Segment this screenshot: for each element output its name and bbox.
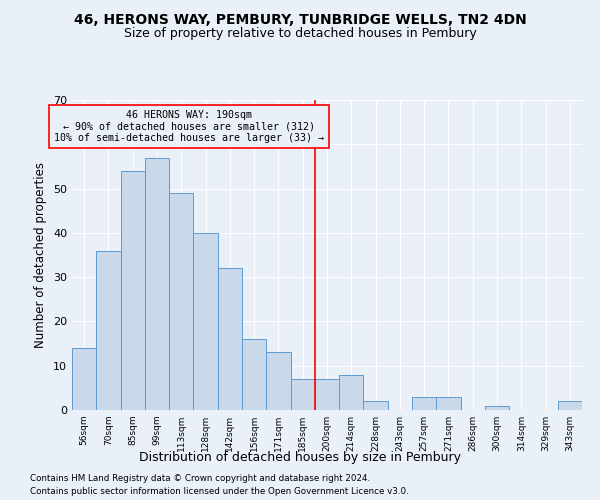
- Bar: [145, 158, 169, 410]
- Bar: [290, 379, 315, 410]
- Y-axis label: Number of detached properties: Number of detached properties: [34, 162, 47, 348]
- Bar: [169, 193, 193, 410]
- Text: 46 HERONS WAY: 190sqm
← 90% of detached houses are smaller (312)
10% of semi-det: 46 HERONS WAY: 190sqm ← 90% of detached …: [53, 110, 323, 143]
- Text: Distribution of detached houses by size in Pembury: Distribution of detached houses by size …: [139, 451, 461, 464]
- Bar: [193, 233, 218, 410]
- Bar: [96, 250, 121, 410]
- Bar: [121, 171, 145, 410]
- Bar: [339, 374, 364, 410]
- Bar: [436, 396, 461, 410]
- Bar: [412, 396, 436, 410]
- Text: Size of property relative to detached houses in Pembury: Size of property relative to detached ho…: [124, 28, 476, 40]
- Bar: [315, 379, 339, 410]
- Bar: [558, 401, 582, 410]
- Text: 46, HERONS WAY, PEMBURY, TUNBRIDGE WELLS, TN2 4DN: 46, HERONS WAY, PEMBURY, TUNBRIDGE WELLS…: [74, 12, 526, 26]
- Bar: [364, 401, 388, 410]
- Bar: [485, 406, 509, 410]
- Bar: [72, 348, 96, 410]
- Text: Contains HM Land Registry data © Crown copyright and database right 2024.: Contains HM Land Registry data © Crown c…: [30, 474, 370, 483]
- Text: Contains public sector information licensed under the Open Government Licence v3: Contains public sector information licen…: [30, 487, 409, 496]
- Bar: [266, 352, 290, 410]
- Bar: [242, 339, 266, 410]
- Bar: [218, 268, 242, 410]
